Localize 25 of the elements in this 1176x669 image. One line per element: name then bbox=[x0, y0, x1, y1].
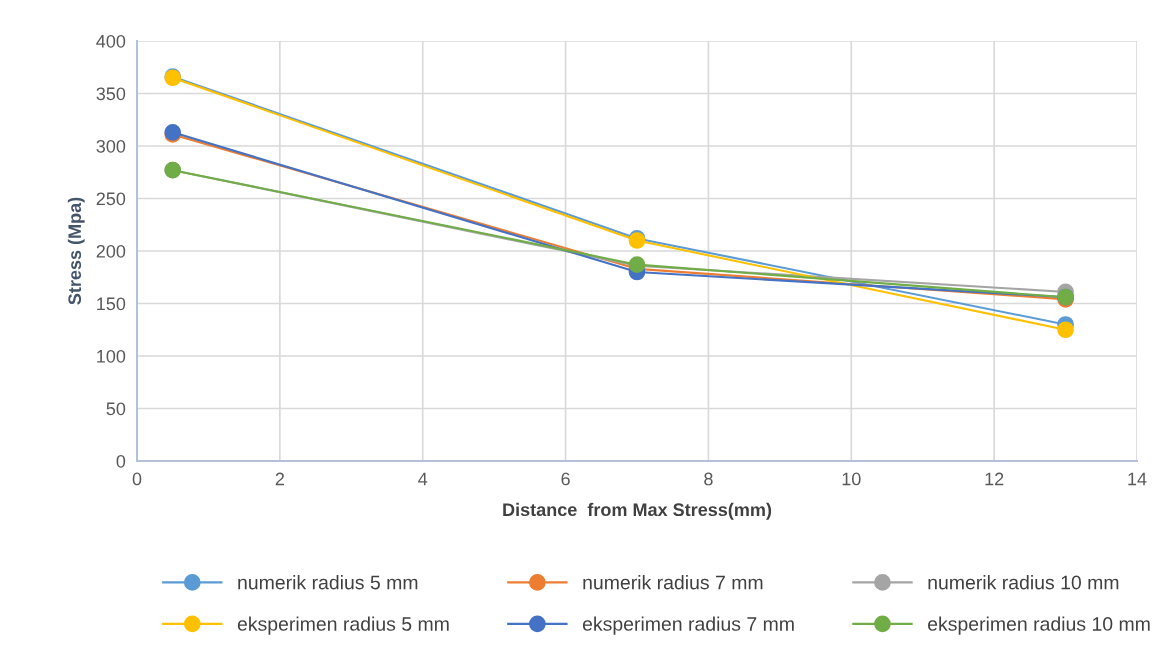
y-tick-label: 250 bbox=[96, 192, 126, 206]
y-tick-label: 0 bbox=[116, 454, 126, 468]
y-tick-label: 50 bbox=[106, 402, 126, 416]
y-tick-label: 200 bbox=[96, 244, 126, 258]
x-tick-label: 8 bbox=[704, 472, 713, 486]
x-tick-label: 6 bbox=[561, 472, 570, 486]
y-axis-title: Stress (Mpa) bbox=[67, 197, 85, 305]
legend-label: numerik radius 5 mm bbox=[238, 575, 418, 590]
legend-label: numerik radius 10 mm bbox=[928, 575, 1119, 590]
x-tick-label: 14 bbox=[1128, 472, 1147, 486]
legend-label: eksperimen radius 7 mm bbox=[582, 616, 794, 635]
y-tick-label: 100 bbox=[97, 349, 126, 363]
x-tick-label: 2 bbox=[275, 472, 284, 486]
y-tick-label: 150 bbox=[97, 297, 126, 311]
x-tick-label: 10 bbox=[842, 472, 861, 486]
y-tick-label: 400 bbox=[96, 34, 126, 48]
legend-label: eksperimen radius 5 mm bbox=[237, 616, 449, 635]
x-tick-label: 4 bbox=[418, 472, 428, 486]
legend-label: numerik radius 7 mm bbox=[583, 575, 763, 590]
x-tick-label: 0 bbox=[132, 472, 142, 486]
y-tick-label: 300 bbox=[96, 139, 126, 153]
legend-label: eksperimen radius 10 mm bbox=[928, 616, 1150, 635]
x-tick-label: 12 bbox=[985, 472, 1004, 486]
x-axis-title: Distance from Max Stress(mm) bbox=[503, 502, 772, 520]
y-tick-label: 350 bbox=[96, 87, 126, 101]
